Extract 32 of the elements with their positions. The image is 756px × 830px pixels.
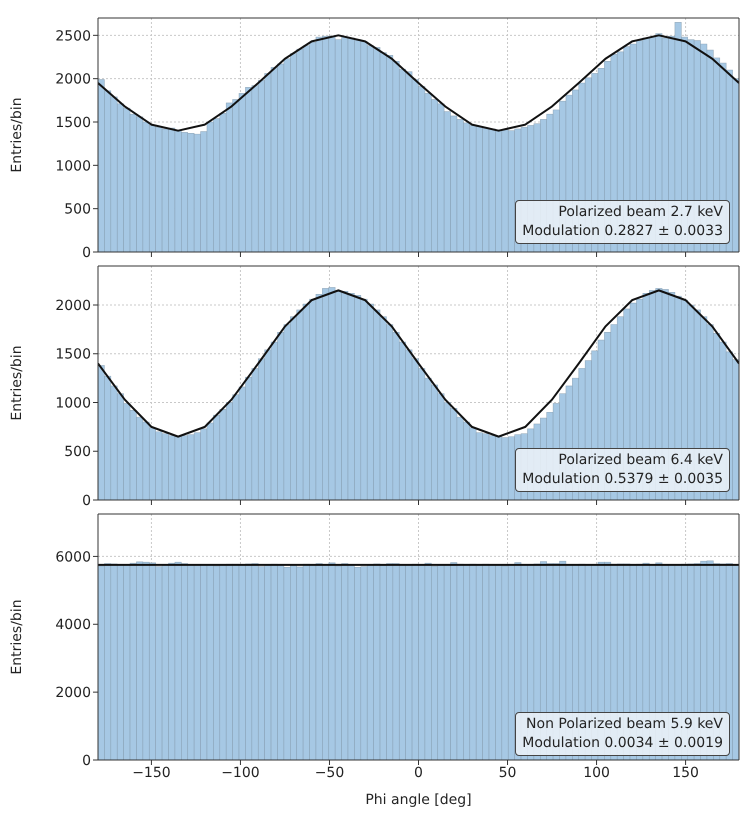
y-tick-label: 2000 [55, 298, 91, 314]
y-axis-title: Entries/bin [8, 97, 25, 173]
annotation: Non Polarized beam 5.9 keV [525, 715, 723, 734]
annotation: Modulation 0.0034 ± 0.0019 [522, 734, 723, 753]
y-tick-label: 1500 [55, 114, 91, 131]
y-tick-label: 1500 [55, 346, 91, 363]
annotation: Polarized beam 6.4 keV [557, 451, 723, 470]
y-tick-label: 500 [64, 202, 91, 218]
y-tick-label: 2000 [55, 72, 91, 88]
x-tick-label: −150 [132, 764, 171, 781]
y-tick-label: 0 [82, 244, 91, 261]
y-axis-title: Entries/bin [8, 345, 25, 421]
x-tick-label: 50 [498, 764, 516, 781]
y-tick-label: 0 [82, 752, 91, 769]
y-tick-label: 4000 [55, 617, 91, 634]
y-tick-label: 1000 [55, 395, 91, 412]
y-tick-label: 1000 [55, 158, 91, 174]
x-tick-label: 100 [583, 764, 610, 781]
x-tick-label: −100 [221, 764, 260, 781]
annotation: Polarized beam 2.7 keV [557, 203, 723, 222]
x-axis-title: Phi angle [deg] [365, 792, 472, 808]
y-tick-label: 2000 [55, 685, 91, 702]
y-axis-title: Entries/bin [8, 599, 25, 675]
y-tick-label: 6000 [55, 549, 91, 566]
y-tick-label: 500 [64, 444, 91, 460]
annotation: Modulation 0.2827 ± 0.0033 [522, 222, 723, 241]
x-tick-label: −50 [314, 764, 344, 781]
y-tick-label: 2500 [55, 28, 91, 44]
x-tick-label: 150 [672, 764, 699, 781]
x-tick-label: 0 [414, 764, 423, 781]
annotation: Modulation 0.5379 ± 0.0035 [522, 470, 723, 489]
y-tick-label: 0 [82, 492, 91, 509]
